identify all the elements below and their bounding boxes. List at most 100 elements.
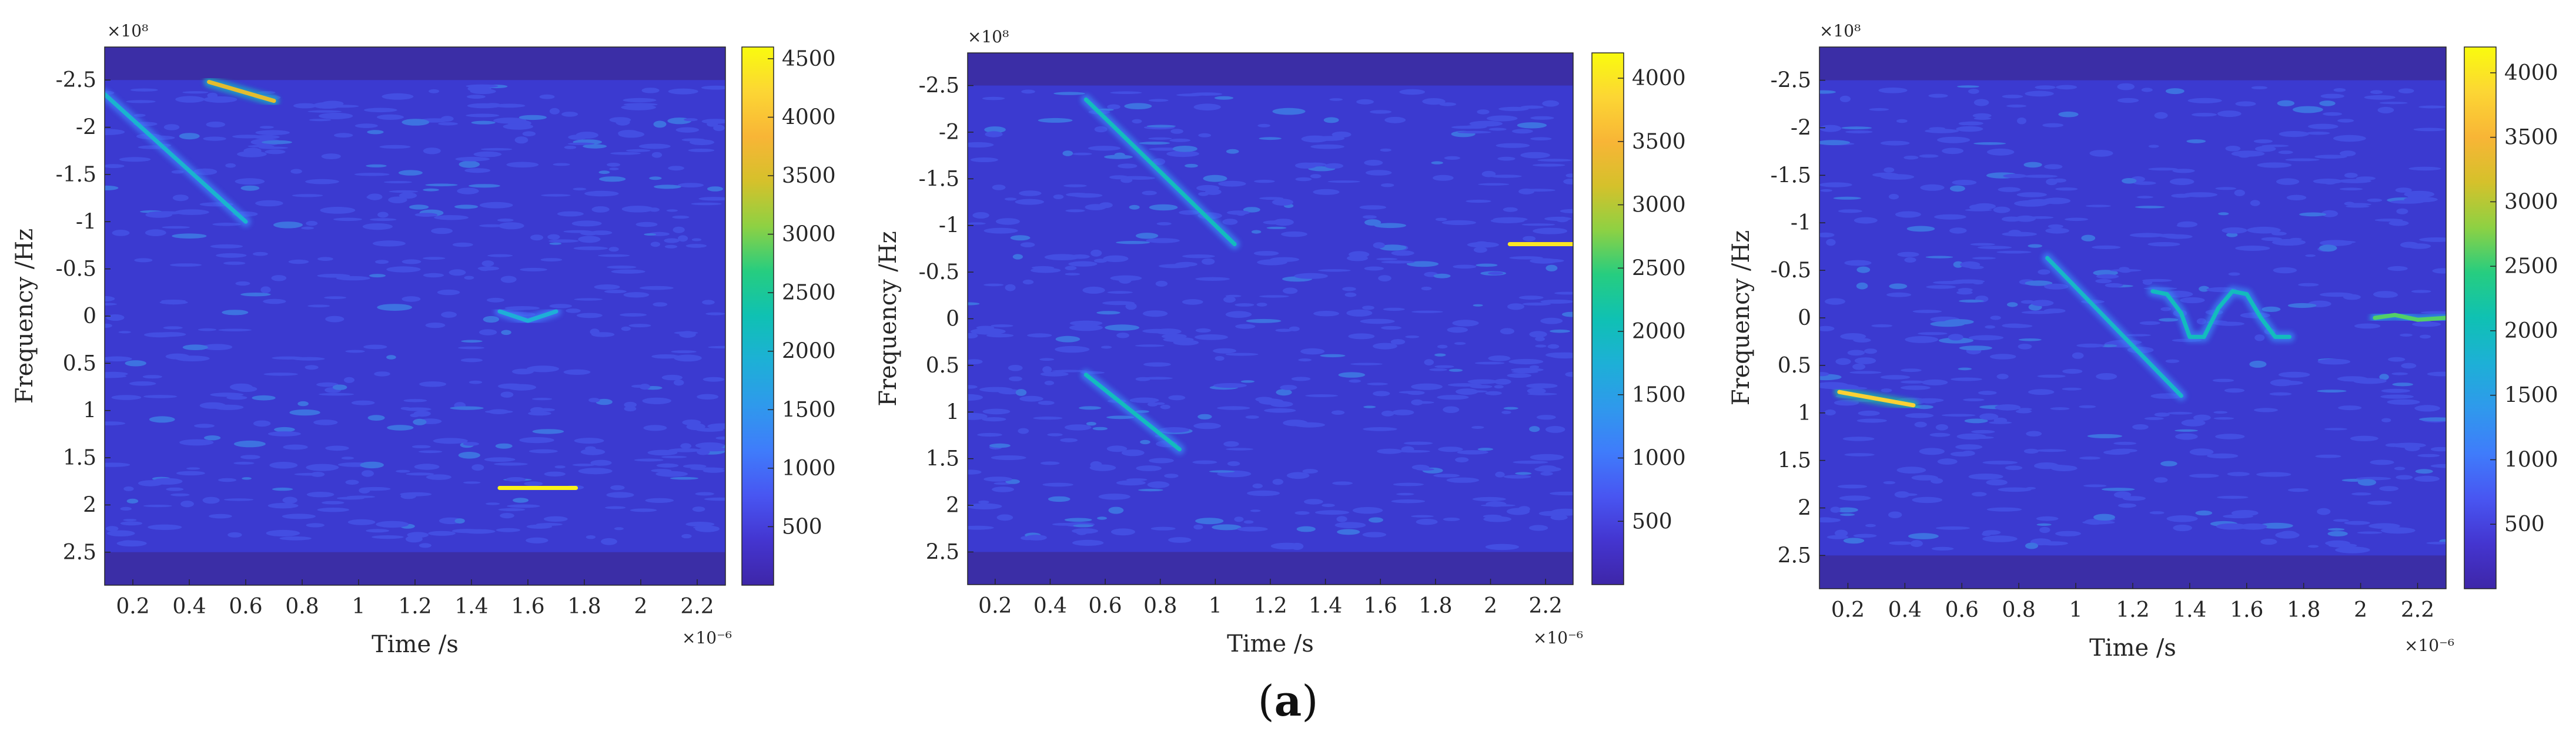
colorbar-gradient	[741, 46, 774, 586]
x-tick-label: 2	[634, 595, 648, 619]
x-tick-label: 0.4	[1888, 598, 1922, 622]
x-axis-label: Time /s	[372, 631, 459, 658]
x-tick-label: 1	[2069, 598, 2083, 622]
colorbar-tick-label: 3500	[1632, 130, 1686, 154]
caption-letter: a	[1274, 676, 1302, 726]
x-tick-label: 2	[1484, 594, 1497, 618]
colorbar-gradient	[1591, 52, 1624, 585]
y-tick-label: 0	[946, 307, 959, 331]
x-tick-label: 1.4	[1309, 594, 1342, 618]
band-top	[1819, 47, 2446, 80]
x-tick-label: 2.2	[2401, 598, 2434, 622]
tone-1-trace	[2373, 313, 2446, 322]
colorbar-tick-label: 1500	[782, 398, 836, 422]
y-exponent-label: ×10⁸	[1819, 21, 1861, 41]
x-tick-label: 2.2	[680, 595, 714, 619]
panel-3: 0.2 0.4 0.6 0.8 1 1.2 1.4 1.6 1.8 2 2.2 -2.5 -2 -1.5 -…	[1728, 21, 2558, 662]
y-tick-label: 1.5	[926, 447, 959, 471]
chirp-down-1-trace	[1083, 97, 1237, 246]
x-tick-label: 0.8	[2002, 598, 2036, 622]
colorbar-tick-label: 500	[2504, 512, 2545, 536]
x-exponent-label: ×10⁻⁶	[2404, 636, 2454, 655]
y-tick-label: -0.5	[1771, 259, 1811, 283]
x-exponent-label: ×10⁻⁶	[682, 628, 732, 647]
panel-1: 0.2 0.4 0.6 0.8 1 1.2 1.4 1.6 1.8 2 2.2 -2.5 -2 -1.5 -…	[11, 21, 836, 658]
y-tick-label: -1	[939, 214, 959, 238]
colorbar-tick-label: 500	[1632, 509, 1672, 533]
y-tick-label: -2	[76, 116, 96, 140]
colorbar-gradient	[2464, 46, 2497, 589]
colorbar-tick-label: 2000	[1632, 320, 1686, 344]
x-tick-label: 1.2	[1253, 594, 1287, 618]
tone-bump-1	[494, 306, 561, 326]
x-tick-label: 0.4	[1033, 594, 1067, 618]
x-tick-label: 2.2	[1529, 594, 1563, 618]
colorbar-tick-label: 1500	[1632, 383, 1686, 407]
y-tick-label: -2.5	[1771, 69, 1811, 93]
colorbar-tick-label: 1000	[1632, 447, 1686, 471]
y-tick-label: 2.5	[1778, 543, 1811, 568]
x-tick-label: 1.6	[2230, 598, 2263, 622]
x-tick-label: 0.6	[1945, 598, 1979, 622]
y-tick-label: 2	[83, 493, 96, 517]
colorbar-tick-label: 3000	[2504, 190, 2558, 214]
colorbar: 500 1000 1500 2000 2500 3000 3500 4000	[2464, 46, 2558, 589]
x-axis-label: Time /s	[2089, 635, 2176, 662]
band-top	[968, 53, 1573, 86]
y-tick-label: 0	[1798, 306, 1811, 330]
y-axis-label: Frequency /Hz	[875, 231, 902, 407]
tone-1	[2369, 310, 2446, 325]
x-tick-label: 0.2	[116, 595, 149, 619]
colorbar-tick-label: 4000	[1632, 66, 1686, 90]
x-tick-label: 0.6	[229, 595, 262, 619]
y-tick-label: 1.5	[1778, 449, 1811, 473]
tone-bump-1-trace	[497, 309, 558, 323]
y-tick-label: 1	[83, 399, 96, 423]
colorbar-tick-label: 4000	[2504, 61, 2558, 85]
chirp-down-1	[1080, 94, 1240, 250]
colorbar-tick-label: 3000	[1632, 193, 1686, 217]
panel-2: 0.2 0.4 0.6 0.8 1 1.2 1.4 1.6 1.8 2 2.2 -2.5 -2 -1.5 -…	[875, 27, 1686, 657]
colorbar: 500 1000 1500 2000 2500 3000 3500 4000 4500	[741, 46, 836, 586]
y-axis-label: Frequency /Hz	[1728, 230, 1755, 406]
colorbar-tick-label: 1000	[2504, 448, 2558, 472]
x-exponent-label: ×10⁻⁶	[1533, 628, 1583, 647]
noise-texture	[105, 84, 725, 548]
colorbar-tick-label: 3500	[782, 164, 836, 188]
y-tick-label: -2	[1791, 116, 1811, 140]
x-tick-label: 0.6	[1088, 594, 1122, 618]
y-tick-label: -2.5	[56, 68, 96, 92]
x-axis-label: Time /s	[1227, 630, 1314, 657]
x-tick-label: 0.2	[978, 594, 1012, 618]
y-tick-label: 2.5	[63, 541, 96, 565]
x-tick-label: 0.4	[172, 595, 206, 619]
y-tick-label: -1	[76, 210, 96, 234]
x-tick-label: 1	[352, 595, 366, 619]
y-tick-label: -1.5	[1771, 163, 1811, 187]
heatmap-background	[1819, 47, 2446, 589]
x-tick-label: 0.8	[1143, 594, 1177, 618]
y-tick-label: 0.5	[63, 351, 96, 375]
chirp-short-1-trace	[1837, 390, 1916, 408]
x-tick-label: 1.2	[398, 595, 431, 619]
chirp-down-1-trace	[2045, 256, 2183, 398]
chirp-down-1-trace	[105, 92, 248, 224]
plot-area	[1819, 47, 2446, 589]
y-tick-label: -0.5	[919, 260, 959, 284]
y-tick-label: 1	[1798, 401, 1811, 425]
colorbar-tick-label: 1500	[2504, 384, 2558, 408]
figure-caption: (a)	[1257, 676, 1319, 726]
colorbar-tick-label: 2000	[2504, 319, 2558, 343]
y-tick-label: -1.5	[919, 167, 959, 191]
plot-area	[968, 53, 1573, 585]
y-tick-label: 1.5	[63, 446, 96, 470]
y-tick-label: 1	[946, 400, 959, 424]
colorbar-tick-label: 2500	[1632, 256, 1686, 280]
colorbar-tick-label: 2500	[2504, 254, 2558, 278]
y-tick-label: 0	[83, 304, 96, 328]
y-tick-label: 0.5	[1778, 354, 1811, 378]
chirp-short-1	[203, 76, 279, 106]
y-tick-label: 2.5	[926, 540, 959, 564]
colorbar-tick-label: 3000	[782, 223, 836, 247]
